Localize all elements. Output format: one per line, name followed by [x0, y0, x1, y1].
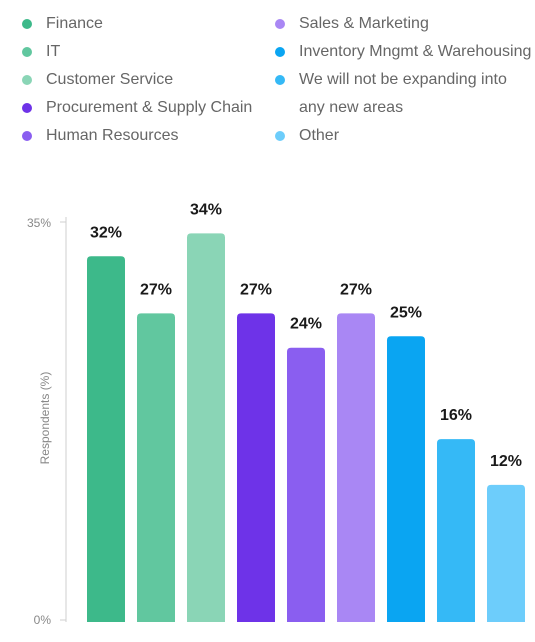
bar-value-label: 27%	[240, 281, 272, 298]
bar-value-label: 25%	[390, 304, 422, 321]
legend-item-it: IT	[22, 38, 252, 66]
bars-group: 32% 27% 34% 27% 24% 27% 25% 16% 12%	[87, 201, 525, 622]
bar-value-label: 27%	[140, 281, 172, 298]
legend-label: Procurement & Supply Chain	[46, 99, 253, 116]
y-tick-label-max: 35%	[27, 216, 51, 230]
bar-value-label: 12%	[490, 453, 522, 470]
legend-dot-icon	[22, 75, 32, 85]
legend-item-procurement: Procurement & Supply Chain	[22, 94, 252, 122]
bar-2	[137, 313, 175, 622]
legend-label: IT	[46, 43, 61, 60]
bar-9	[487, 484, 525, 622]
legend-dot-icon	[22, 131, 32, 141]
legend-item-sales-marketing: Sales & Marketing	[275, 10, 531, 38]
bar-value-label: 32%	[90, 224, 122, 241]
bar-value-label: 24%	[290, 316, 322, 333]
legend-label: We will not be expanding into	[299, 71, 507, 88]
legend-item-no-expansion-line2: any new areas	[275, 94, 531, 122]
legend-dot-icon	[22, 19, 32, 29]
bar-value-label: 27%	[340, 281, 372, 298]
legend-label: Inventory Mngmt & Warehousing	[299, 43, 532, 60]
y-tick-label-min: 0%	[34, 613, 52, 627]
bar-value-label: 34%	[190, 201, 222, 218]
legend-column-right: Sales & Marketing Inventory Mngmt & Ware…	[275, 10, 531, 150]
legend-label: any new areas	[299, 99, 404, 116]
legend-dot-icon	[275, 75, 285, 85]
bar-1	[87, 256, 125, 622]
chart-legend: Finance IT Customer Service Procurement …	[22, 10, 532, 160]
bar-8	[437, 439, 475, 622]
legend-item-customer-service: Customer Service	[22, 66, 252, 94]
legend-dot-icon	[22, 47, 32, 57]
bar-value-label: 16%	[440, 407, 472, 424]
legend-dot-icon	[22, 103, 32, 113]
legend-label: Sales & Marketing	[299, 15, 429, 32]
bar-5	[287, 347, 325, 622]
legend-item-inventory: Inventory Mngmt & Warehousing	[275, 38, 531, 66]
legend-item-human-resources: Human Resources	[22, 122, 252, 150]
y-axis-label: Respondents (%)	[38, 372, 52, 465]
legend-dot-icon	[275, 19, 285, 29]
legend-dot-icon	[275, 47, 285, 57]
legend-label: Customer Service	[46, 71, 174, 88]
bar-7	[387, 336, 425, 622]
legend-label: Human Resources	[46, 127, 179, 144]
legend-dot-icon	[275, 131, 285, 141]
legend-item-no-expansion: We will not be expanding into	[275, 66, 531, 94]
bar-4	[237, 313, 275, 622]
legend-label: Other	[299, 127, 340, 144]
legend-column-left: Finance IT Customer Service Procurement …	[22, 10, 252, 150]
legend-label: Finance	[46, 15, 103, 32]
bar-3	[187, 233, 225, 622]
legend-item-other: Other	[275, 122, 531, 150]
legend-item-finance: Finance	[22, 10, 252, 38]
bar-6	[337, 313, 375, 622]
